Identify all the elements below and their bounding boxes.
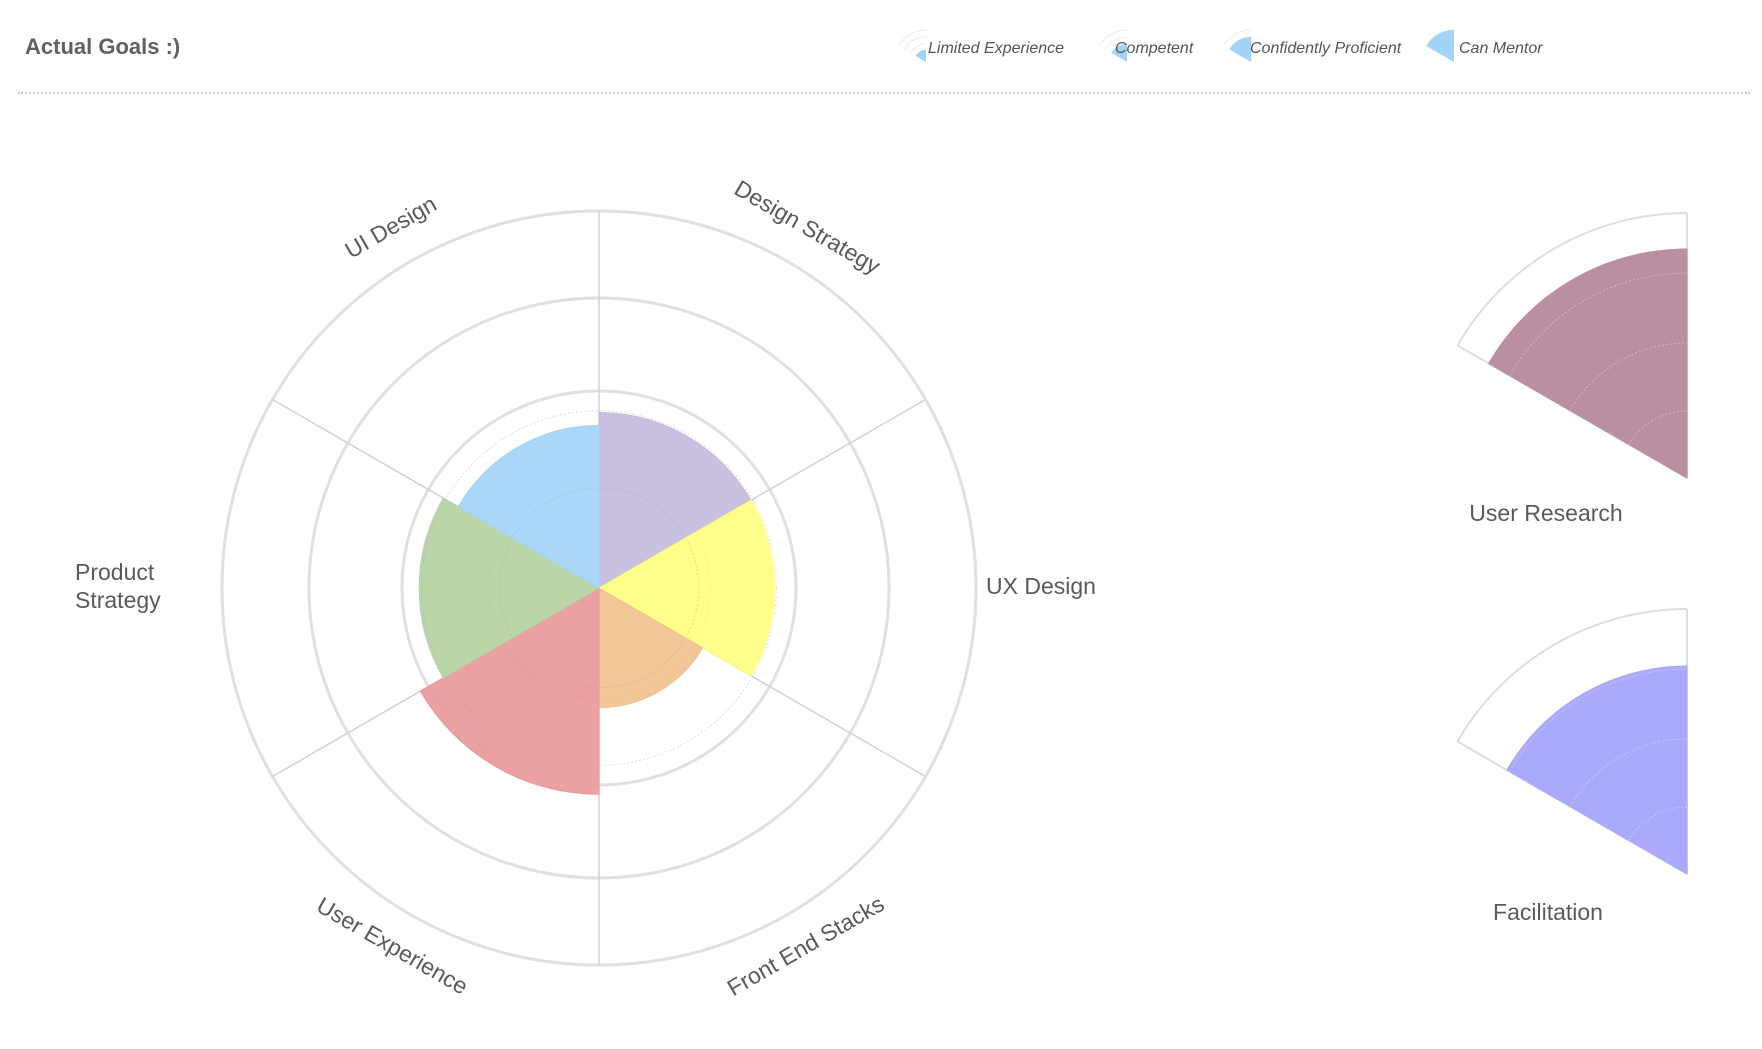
chart-wedge-ux-design [598,499,775,677]
legend-swatch-wedge [1111,44,1127,62]
legend-swatch-grid [897,29,927,47]
page-title: Actual Goals :) [25,34,181,59]
side-chart-wedge-facilitation [1506,665,1688,875]
category-label-user-experience: User Experience [312,892,472,1000]
category-label-ux-design: UX Design [986,573,1096,599]
side-chart-wedge-user-research [1487,248,1688,479]
legend-label: Competent [1115,40,1194,57]
legend-swatch-grid [1098,29,1128,47]
legend-label: Confidently Proficient [1250,40,1402,57]
category-label-product-strategy: Product Strategy [75,559,161,613]
chart-wedge-front-end-stacks [598,587,704,709]
legend-swatch-grid [903,36,927,50]
legend-swatch-wedge [1229,37,1251,62]
legend-swatch-level-1 [897,29,927,62]
legend-swatch-level-3 [1222,29,1252,62]
side-chart-label-user-research: User Research [1469,500,1623,526]
legend: Limited Experience Competent Confidently… [0,28,1762,68]
chart-wedge-product-strategy [418,497,600,679]
legend-swatch-wedge [915,50,926,62]
chart-wedge-ui-design [457,424,600,589]
level-guide [421,410,777,766]
legend-swatch-level-4 [1425,29,1455,62]
chart-wedge-user-experience [419,587,600,795]
legend-label: Can Mentor [1459,40,1543,57]
side-chart-facilitation [1456,608,1688,875]
side-chart-user-research [1456,212,1688,479]
side-grid-arc [1456,608,1688,743]
legend-label: Limited Experience [928,40,1065,57]
legend-swatch-grid [909,43,927,54]
side-chart-label-facilitation: Facilitation [1493,899,1603,925]
category-label-front-end-stacks: Front End Stacks [723,890,889,1001]
header-divider [18,92,1750,94]
legend-swatch-grid [1104,36,1128,50]
side-level-guide [1569,738,1688,807]
legend-swatch-level-2 [1098,29,1128,62]
legend-swatch-grid [1222,29,1252,47]
legend-swatch-wedge [1426,30,1454,62]
category-label-design-strategy: Design Strategy [730,175,885,280]
chart-wedge-design-strategy [598,411,752,589]
level-guide [498,487,700,689]
side-level-guide [1569,342,1688,411]
side-grid-arc [1456,212,1688,347]
